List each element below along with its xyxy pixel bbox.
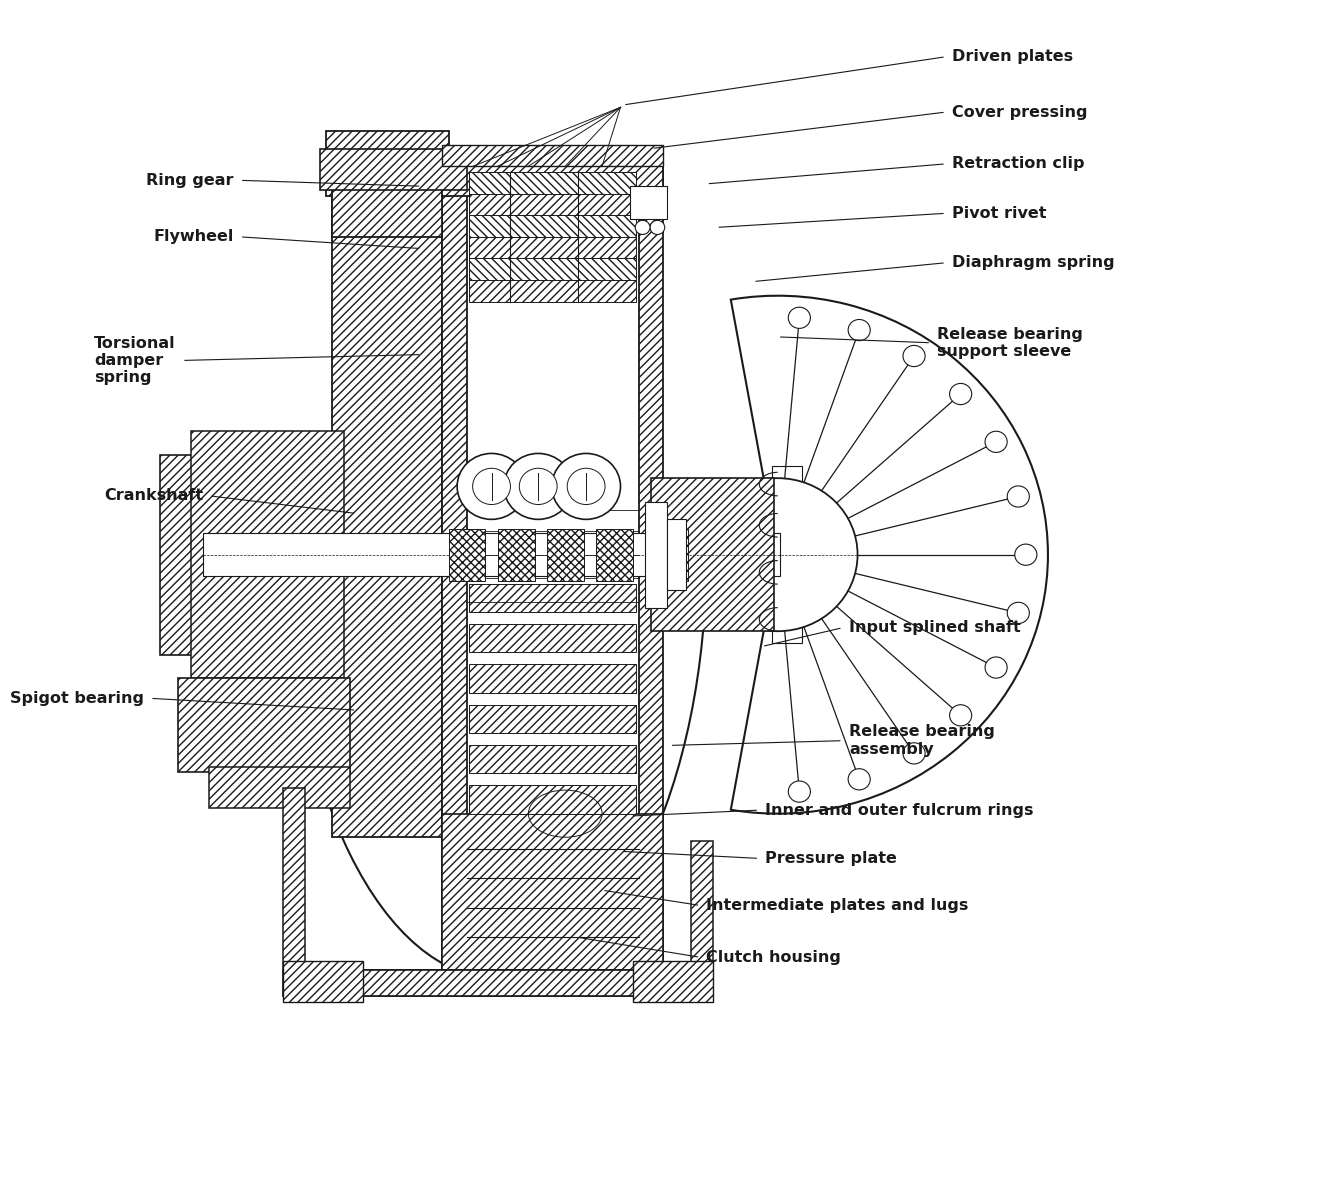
Text: Inner and outer fulcrum rings: Inner and outer fulcrum rings xyxy=(765,802,1034,818)
Bar xyxy=(631,186,668,219)
Wedge shape xyxy=(731,296,1048,814)
Circle shape xyxy=(903,346,925,367)
Circle shape xyxy=(457,453,526,519)
Bar xyxy=(283,961,362,1002)
Bar xyxy=(307,970,687,996)
Circle shape xyxy=(1015,544,1036,565)
Text: Release bearing
support sleeve: Release bearing support sleeve xyxy=(937,327,1083,359)
Bar xyxy=(690,840,713,970)
Bar xyxy=(443,814,664,972)
Text: Crankshaft: Crankshaft xyxy=(103,489,202,504)
Bar xyxy=(178,678,350,773)
Bar xyxy=(332,166,443,237)
Circle shape xyxy=(985,431,1007,452)
Bar xyxy=(443,166,664,196)
Bar xyxy=(772,466,802,643)
Bar xyxy=(645,529,687,581)
Circle shape xyxy=(1007,602,1030,623)
Text: Diaphragm spring: Diaphragm spring xyxy=(952,255,1114,270)
Text: Pivot rivet: Pivot rivet xyxy=(952,205,1047,221)
Bar xyxy=(202,533,780,576)
Text: Clutch housing: Clutch housing xyxy=(706,950,841,965)
Text: Intermediate plates and lugs: Intermediate plates and lugs xyxy=(706,898,969,913)
Circle shape xyxy=(650,221,665,235)
Bar xyxy=(469,280,636,302)
Circle shape xyxy=(985,657,1007,678)
Bar xyxy=(332,166,443,838)
Bar xyxy=(639,166,664,972)
Circle shape xyxy=(1007,486,1030,507)
Text: Ring gear: Ring gear xyxy=(147,172,234,188)
Text: Flywheel: Flywheel xyxy=(153,229,234,244)
Bar xyxy=(443,145,664,166)
Text: Torsional
damper
spring: Torsional damper spring xyxy=(94,335,176,386)
Bar xyxy=(547,529,583,581)
Bar xyxy=(283,970,713,996)
Text: Release bearing
assembly: Release bearing assembly xyxy=(849,725,995,756)
Circle shape xyxy=(520,468,557,505)
Circle shape xyxy=(636,221,650,235)
Bar xyxy=(469,786,636,814)
Bar xyxy=(283,788,305,970)
Text: Input splined shaft: Input splined shaft xyxy=(849,621,1021,635)
Circle shape xyxy=(567,468,605,505)
Text: Retraction clip: Retraction clip xyxy=(952,156,1084,171)
Bar xyxy=(448,529,485,581)
Circle shape xyxy=(849,320,870,341)
Text: Driven plates: Driven plates xyxy=(952,50,1073,64)
Bar xyxy=(668,519,686,590)
Bar xyxy=(469,624,636,653)
Bar xyxy=(325,131,448,196)
Bar xyxy=(469,704,636,733)
Bar xyxy=(497,529,534,581)
Bar xyxy=(469,258,636,280)
Circle shape xyxy=(504,453,572,519)
Circle shape xyxy=(949,384,972,405)
Bar xyxy=(190,431,344,678)
Text: Pressure plate: Pressure plate xyxy=(765,851,898,866)
Bar xyxy=(469,745,636,773)
Text: Cover pressing: Cover pressing xyxy=(952,105,1088,119)
Bar xyxy=(645,502,668,608)
Circle shape xyxy=(698,478,858,631)
Bar xyxy=(652,478,775,631)
Bar xyxy=(469,172,636,194)
Circle shape xyxy=(473,468,510,505)
Circle shape xyxy=(788,307,810,328)
Bar xyxy=(469,237,636,258)
Bar xyxy=(469,584,636,612)
Circle shape xyxy=(903,742,925,763)
Circle shape xyxy=(849,768,870,789)
Bar xyxy=(443,166,467,972)
Bar xyxy=(209,767,350,808)
Circle shape xyxy=(949,704,972,726)
Circle shape xyxy=(788,781,810,802)
Text: Spigot bearing: Spigot bearing xyxy=(11,690,144,706)
Bar xyxy=(320,149,467,190)
Bar xyxy=(469,215,636,237)
Bar xyxy=(596,529,633,581)
Circle shape xyxy=(551,453,620,519)
Bar xyxy=(469,194,636,215)
Bar xyxy=(469,543,636,571)
Bar xyxy=(633,961,713,1002)
Bar xyxy=(160,454,338,655)
Bar xyxy=(469,664,636,693)
